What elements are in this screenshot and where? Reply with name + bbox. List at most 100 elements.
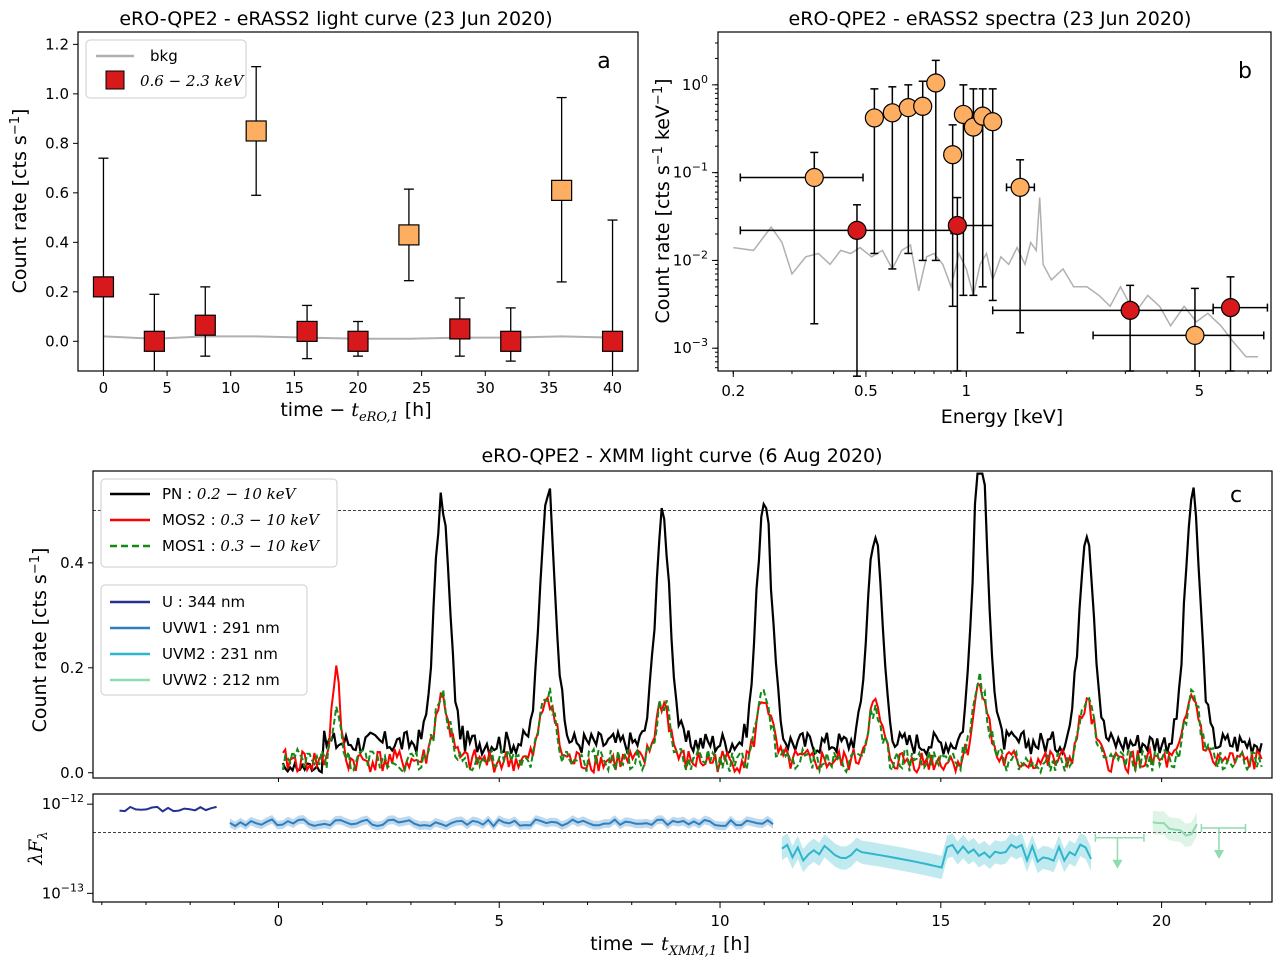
- a-xtick-label: 25: [412, 379, 431, 397]
- svg-text:Count rate [cts s−1 keV−1]: Count rate [cts s−1 keV−1]: [651, 78, 674, 323]
- b-ytick-label: 10−3: [673, 336, 708, 357]
- panel-c-frame: [92, 470, 1273, 779]
- c-ytick-label: 0.0: [60, 764, 84, 782]
- b-data-point: [1120, 300, 1140, 320]
- a-data-point: [500, 330, 522, 352]
- legend-uv-label: UVW1 : 291 nm: [162, 619, 280, 637]
- legend-uv-label: U : 344 nm: [162, 593, 245, 611]
- panel-c-letter: c: [1230, 483, 1242, 508]
- a-data-point: [347, 330, 369, 352]
- panel-b-letter: b: [1238, 59, 1252, 84]
- legend-band: 0.6 − 2.3 keV: [140, 72, 246, 90]
- b-data-point: [913, 96, 933, 116]
- a-ytick-label: 0.0: [45, 332, 69, 350]
- c2-xtick-label: 20: [1152, 912, 1171, 930]
- legend-xray-label: PN : 0.2 − 10 keV: [162, 485, 298, 503]
- b-ytick-label: 10−2: [673, 248, 708, 269]
- panel-c2-xlabel: time − tXMM,1 [h]: [590, 933, 750, 959]
- panel-a-xlabel: time − teRO,1 [h]: [280, 399, 431, 425]
- b-ytick-label: 100: [682, 73, 708, 94]
- c2-band: [781, 833, 1091, 880]
- a-data-point: [601, 330, 624, 352]
- b-xtick-label: 5: [1195, 382, 1205, 400]
- c2-xtick-label: 0: [274, 912, 284, 930]
- a-ytick-label: 0.6: [45, 184, 69, 202]
- c2-xtick-label: 10: [710, 912, 729, 930]
- legend-xray-label: MOS1 : 0.3 − 10 keV: [162, 537, 321, 555]
- c-mos1-line: [281, 672, 1263, 775]
- b-data-point: [943, 145, 963, 165]
- c2-xtick-label: 15: [931, 912, 950, 930]
- panel-c2-frame: [92, 793, 1273, 903]
- panel-c-xmm-lightcurve: eRO-QPE2 - XMM light curve (6 Aug 2020) …: [28, 445, 1273, 782]
- b-xtick-label: 0.5: [854, 382, 878, 400]
- b-data-point: [926, 73, 946, 93]
- b-data-point: [983, 112, 1003, 132]
- a-xtick-label: 15: [285, 379, 304, 397]
- panel-a-ylabel: Count rate [cts s−1]: [8, 109, 31, 294]
- a-xtick-label: 0: [99, 379, 109, 397]
- panel-a-frame: [77, 31, 639, 372]
- panel-a-letter: a: [597, 49, 610, 74]
- b-data-point: [1010, 177, 1030, 197]
- panel-b-title: eRO-QPE2 - eRASS2 spectra (23 Jun 2020): [789, 8, 1192, 30]
- c-ytick-label: 0.4: [60, 554, 84, 572]
- a-xtick-label: 5: [162, 379, 172, 397]
- c2-ytick-label: 10−13: [42, 881, 84, 902]
- a-ytick-label: 1.0: [45, 85, 69, 103]
- panel-c-title: eRO-QPE2 - XMM light curve (6 Aug 2020): [481, 445, 882, 467]
- a-xtick-label: 35: [539, 379, 558, 397]
- b-data-point: [1185, 325, 1205, 345]
- panel-c2-ylabel: λFλ: [25, 831, 51, 865]
- b-data-point: [804, 167, 824, 188]
- panel-c-legend-xray: PN : 0.2 − 10 keV MOS2 : 0.3 − 10 keV MOS1…: [100, 478, 338, 568]
- a-data-point: [194, 314, 216, 336]
- b-ytick-label: 10−1: [673, 161, 708, 182]
- a-ytick-label: 0.4: [45, 233, 69, 251]
- panel-b-ylabel: Count rate [cts s−1 keV−1]: [651, 78, 674, 323]
- panel-c-legend-uv: U : 344 nm UVW1 : 291 nm UVM2 : 231 nm UVW2…: [100, 584, 308, 696]
- b-xtick-label: 0.2: [721, 382, 745, 400]
- legend-bkg: bkg: [150, 47, 178, 65]
- svg-text:Count rate [cts s−1]: Count rate [cts s−1]: [8, 109, 31, 294]
- b-xtick-label: 1: [962, 382, 972, 400]
- c2-xtick-label: 5: [494, 912, 504, 930]
- a-data-point: [92, 276, 115, 298]
- a-data-point: [551, 179, 573, 201]
- c2-filter-line: [781, 843, 1092, 869]
- a-xtick-label: 40: [603, 379, 622, 397]
- a-ytick-label: 0.8: [45, 134, 69, 152]
- c2-upper-limit-head: [1112, 859, 1123, 869]
- b-data-point: [1220, 298, 1241, 318]
- a-data-point: [398, 224, 420, 246]
- a-data-point: [143, 330, 165, 352]
- a-data-point: [245, 120, 267, 142]
- b-data-point: [864, 108, 884, 128]
- panel-b-spectra: eRO-QPE2 - eRASS2 spectra (23 Jun 2020) …: [651, 8, 1272, 428]
- legend-uv-label: UVW2 : 212 nm: [162, 671, 280, 689]
- panel-a-lightcurve: eRO-QPE2 - eRASS2 light curve (23 Jun 20…: [8, 8, 639, 425]
- b-bkg-line: [733, 197, 1259, 358]
- panel-b-frame: [717, 31, 1272, 372]
- legend-xray-label: MOS2 : 0.3 − 10 keV: [162, 511, 321, 529]
- panel-b-xlabel: Energy [keV]: [941, 406, 1063, 428]
- a-xtick-label: 20: [348, 379, 367, 397]
- c-pn-line: [281, 472, 1263, 775]
- panel-c-ylabel: Count rate [cts s−1]: [28, 548, 51, 733]
- c-ytick-label: 0.2: [60, 659, 84, 677]
- panel-a-title: eRO-QPE2 - eRASS2 light curve (23 Jun 20…: [119, 8, 552, 30]
- c2-filter-line: [229, 818, 774, 828]
- c2-upper-limit-head: [1214, 850, 1225, 860]
- c2-ytick-label: 10−12: [42, 792, 84, 813]
- c2-band: [229, 815, 773, 831]
- a-ytick-label: 1.2: [45, 35, 69, 53]
- b-data-point: [953, 104, 973, 125]
- c2-filter-line: [119, 805, 217, 813]
- a-xtick-label: 10: [221, 379, 240, 397]
- panel-a-legend: bkg 0.6 − 2.3 keV: [85, 39, 247, 99]
- b-data-point: [882, 103, 902, 123]
- a-xtick-label: 30: [476, 379, 495, 397]
- b-data-point: [947, 215, 967, 236]
- b-data-point: [847, 220, 867, 240]
